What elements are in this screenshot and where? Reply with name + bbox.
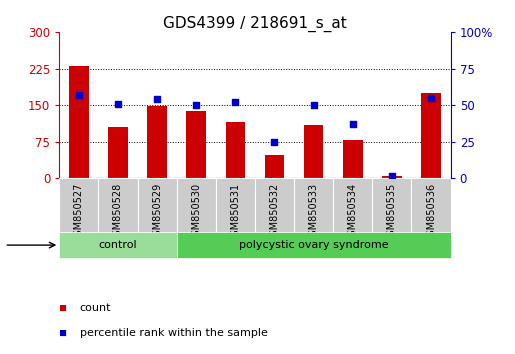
Bar [98,178,138,232]
Bar [108,127,128,178]
Text: GSM850528: GSM850528 [113,183,123,242]
Bar [216,178,255,232]
Bar [226,122,245,178]
Point [153,96,161,102]
Text: GSM850536: GSM850536 [426,183,436,242]
Text: ◾: ◾ [59,328,67,338]
Bar [265,155,284,178]
Text: disease state: disease state [0,240,1,250]
Text: GSM850534: GSM850534 [348,183,358,242]
Point [192,102,200,108]
Bar [372,178,411,232]
Bar [69,66,89,178]
Bar [147,106,167,178]
Text: GSM850531: GSM850531 [230,183,241,242]
Text: count: count [80,303,111,313]
Title: GDS4399 / 218691_s_at: GDS4399 / 218691_s_at [163,16,347,32]
Point [349,121,357,127]
Text: GSM850529: GSM850529 [152,183,162,242]
Text: ◾: ◾ [59,303,67,313]
Point [388,173,396,178]
Text: percentile rank within the sample: percentile rank within the sample [80,328,268,338]
Point [231,99,239,105]
Bar [138,178,177,232]
Bar [382,176,402,178]
Text: GSM850527: GSM850527 [74,183,84,242]
Text: GSM850530: GSM850530 [191,183,201,242]
Bar [333,178,372,232]
Bar [304,125,323,178]
Bar [177,178,216,232]
Bar [294,178,333,232]
Bar [421,93,441,178]
Text: GSM850533: GSM850533 [308,183,319,242]
Point [114,101,122,107]
Point [270,139,279,145]
Point [310,102,318,108]
Bar [343,140,363,178]
Bar [186,111,206,178]
Bar [255,178,294,232]
Text: GSM850532: GSM850532 [269,183,280,242]
Text: polycystic ovary syndrome: polycystic ovary syndrome [239,240,388,250]
Bar [59,178,98,232]
Bar [177,232,451,258]
Text: GSM850535: GSM850535 [387,183,397,242]
Bar [59,232,177,258]
Bar [411,178,451,232]
Point [75,92,83,98]
Text: control: control [99,240,137,250]
Point [427,95,435,101]
